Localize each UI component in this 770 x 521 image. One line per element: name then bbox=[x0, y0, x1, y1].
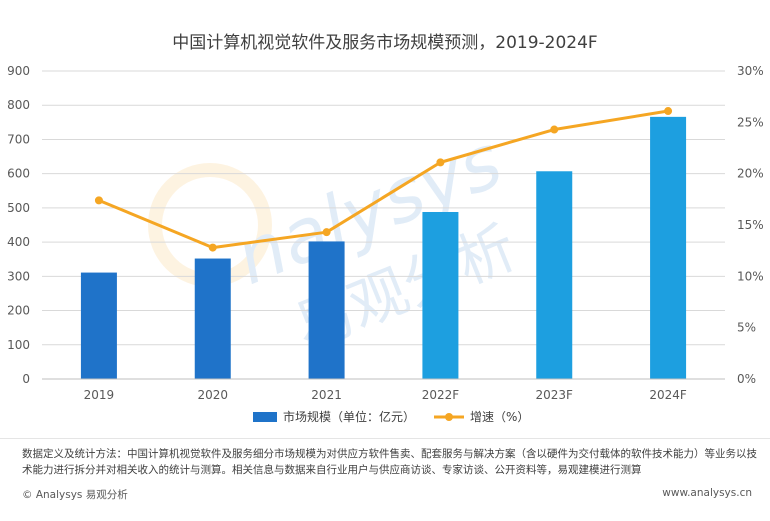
bar-series bbox=[80, 116, 687, 379]
y-left-tick-label: 100 bbox=[7, 338, 30, 352]
chart-area: nalysys 易观分析 010020030040050060070080090… bbox=[7, 64, 764, 424]
y-right-tick-label: 20% bbox=[737, 167, 764, 181]
bar-2024F bbox=[650, 116, 687, 379]
legend-bar-label: 市场规模（单位：亿元） bbox=[283, 409, 415, 424]
growth-point-2023F bbox=[550, 125, 559, 134]
growth-line bbox=[98, 109, 669, 250]
y-right-tick-label: 25% bbox=[737, 115, 764, 129]
y-left-tick-label: 500 bbox=[7, 201, 30, 215]
bar-2020 bbox=[194, 258, 231, 379]
x-axis: 2019 2020 2021 2022F 2023F 2024F bbox=[42, 378, 725, 402]
line-series bbox=[94, 107, 673, 252]
x-tick-label: 2020 bbox=[197, 388, 228, 402]
bar-2019 bbox=[80, 272, 117, 379]
bar-2023F bbox=[536, 171, 573, 379]
y-left-tick-label: 900 bbox=[7, 64, 30, 78]
y-left-tick-label: 0 bbox=[22, 372, 30, 386]
x-tick-label: 2022F bbox=[422, 388, 460, 402]
y-left-tick-label: 200 bbox=[7, 304, 30, 318]
gridlines bbox=[42, 70, 725, 380]
x-tick-label: 2021 bbox=[311, 388, 342, 402]
y-left-tick-label: 300 bbox=[7, 269, 30, 283]
y-right-tick-label: 10% bbox=[737, 269, 764, 283]
legend-line-marker bbox=[445, 413, 453, 421]
legend: 市场规模（单位：亿元） 增速（%） bbox=[253, 409, 529, 424]
copyright: © Analysys 易观分析 bbox=[22, 489, 128, 501]
growth-point-2019 bbox=[94, 196, 103, 205]
bar-2022F bbox=[422, 211, 459, 379]
y-axis-right: 0% 5% 10% 15% 20% 25% 30% bbox=[737, 64, 764, 386]
growth-point-2021 bbox=[322, 228, 331, 237]
x-tick-label: 2023F bbox=[536, 388, 574, 402]
growth-point-2022F bbox=[436, 158, 445, 167]
y-left-tick-label: 700 bbox=[7, 132, 30, 146]
y-right-tick-label: 15% bbox=[737, 218, 764, 232]
y-right-tick-label: 30% bbox=[737, 64, 764, 78]
x-tick-label: 2019 bbox=[84, 388, 115, 402]
legend-bar-swatch bbox=[253, 412, 277, 422]
bar-2021 bbox=[308, 241, 345, 379]
growth-point-2020 bbox=[208, 243, 217, 252]
y-axis-left: 0 100 200 300 400 500 600 700 800 900 bbox=[7, 64, 30, 386]
growth-point-2024F bbox=[664, 107, 673, 116]
legend-line-label: 增速（%） bbox=[470, 410, 529, 424]
chart-title: 中国计算机视觉软件及服务市场规模预测，2019-2024F bbox=[172, 33, 598, 53]
y-left-tick-label: 400 bbox=[7, 235, 30, 249]
divider bbox=[0, 438, 770, 439]
y-left-tick-label: 800 bbox=[7, 98, 30, 112]
y-left-tick-label: 600 bbox=[7, 167, 30, 181]
data-definition-note: 数据定义及统计方法：中国计算机视觉软件及服务细分市场规模为对供应方软件售卖、配套… bbox=[22, 448, 757, 476]
y-right-tick-label: 5% bbox=[737, 321, 756, 335]
y-right-tick-label: 0% bbox=[737, 372, 756, 386]
website-link[interactable]: www.analysys.cn bbox=[662, 487, 752, 499]
x-tick-label: 2024F bbox=[649, 388, 687, 402]
